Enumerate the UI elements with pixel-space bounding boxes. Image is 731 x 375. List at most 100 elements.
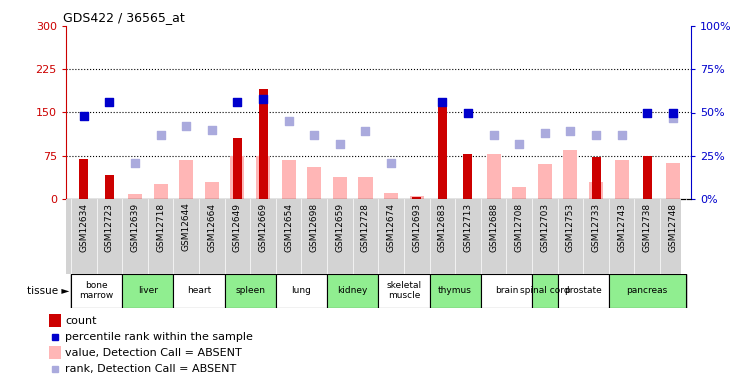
Bar [154, 184, 167, 199]
Bar [71, 274, 122, 308]
Point [283, 118, 295, 124]
Text: GSM12698: GSM12698 [310, 202, 319, 252]
Bar [438, 100, 447, 199]
Bar [609, 274, 686, 308]
Text: GSM12674: GSM12674 [387, 202, 395, 252]
Text: GSM12723: GSM12723 [105, 202, 114, 252]
Point [206, 127, 218, 133]
Point [488, 132, 499, 138]
Point [155, 132, 167, 138]
Bar [173, 274, 224, 308]
Bar [128, 194, 142, 199]
Text: bone
marrow: bone marrow [80, 281, 113, 300]
Bar [481, 274, 532, 308]
Text: rank, Detection Call = ABSENT: rank, Detection Call = ABSENT [65, 364, 237, 374]
Text: GSM12688: GSM12688 [489, 202, 498, 252]
Text: percentile rank within the sample: percentile rank within the sample [65, 332, 253, 342]
Bar [558, 274, 609, 308]
Bar [79, 159, 88, 199]
Point [104, 99, 115, 105]
Point [78, 113, 90, 119]
Text: thymus: thymus [438, 286, 472, 295]
Text: GSM12738: GSM12738 [643, 202, 652, 252]
Text: GSM12634: GSM12634 [79, 202, 88, 252]
Bar [430, 274, 481, 308]
Bar [666, 163, 680, 199]
Text: GSM12649: GSM12649 [233, 202, 242, 252]
Bar [281, 160, 295, 199]
Point [257, 96, 269, 102]
Text: kidney: kidney [338, 286, 368, 295]
Text: GSM12748: GSM12748 [668, 202, 678, 252]
Bar [591, 158, 600, 199]
Text: value, Detection Call = ABSENT: value, Detection Call = ABSENT [65, 348, 242, 358]
Bar [256, 156, 270, 199]
Bar [205, 182, 219, 199]
Text: prostate: prostate [564, 286, 602, 295]
Text: count: count [65, 316, 97, 326]
Point [590, 132, 602, 138]
Bar [327, 274, 379, 308]
Point [360, 129, 371, 135]
Bar [409, 196, 424, 199]
Bar [358, 177, 373, 199]
Point [436, 99, 448, 105]
Text: GSM12644: GSM12644 [182, 202, 191, 251]
Point [232, 99, 243, 105]
Point [667, 110, 678, 116]
Bar [615, 160, 629, 199]
Text: GSM12728: GSM12728 [361, 202, 370, 252]
Bar [379, 274, 430, 308]
Text: spleen: spleen [235, 286, 265, 295]
Point [385, 159, 397, 165]
Bar [49, 314, 61, 327]
Bar [532, 274, 558, 308]
Point [641, 110, 653, 116]
Text: brain: brain [495, 286, 518, 295]
Text: GSM12669: GSM12669 [259, 202, 268, 252]
Text: GSM12664: GSM12664 [208, 202, 216, 252]
Text: pancreas: pancreas [626, 286, 668, 295]
Bar [224, 274, 276, 308]
Bar [276, 274, 327, 308]
Point [513, 141, 525, 147]
Text: GSM12703: GSM12703 [540, 202, 549, 252]
Bar [179, 160, 193, 199]
Point [539, 130, 550, 136]
Text: spinal cord: spinal cord [520, 286, 569, 295]
Text: GSM12753: GSM12753 [566, 202, 575, 252]
Bar [643, 156, 652, 199]
Point [462, 110, 474, 116]
Bar [233, 138, 242, 199]
Point [129, 159, 141, 165]
Text: GSM12683: GSM12683 [438, 202, 447, 252]
Point [667, 115, 678, 121]
Bar [259, 90, 268, 199]
Point [334, 141, 346, 147]
Text: GSM12654: GSM12654 [284, 202, 293, 252]
Bar [230, 156, 244, 199]
Text: GSM12743: GSM12743 [617, 202, 626, 252]
Text: GSM12713: GSM12713 [463, 202, 472, 252]
Text: lung: lung [292, 286, 311, 295]
Text: GDS422 / 36565_at: GDS422 / 36565_at [63, 11, 184, 24]
Bar [564, 150, 577, 199]
Bar [122, 274, 173, 308]
Point [616, 132, 627, 138]
Text: GSM12659: GSM12659 [336, 202, 344, 252]
Bar [105, 175, 114, 199]
Text: GSM12693: GSM12693 [412, 202, 421, 252]
Text: GSM12733: GSM12733 [591, 202, 601, 252]
Text: heart: heart [187, 286, 211, 295]
Text: liver: liver [137, 286, 158, 295]
Text: skeletal
muscle: skeletal muscle [387, 281, 422, 300]
Text: tissue ►: tissue ► [27, 286, 69, 296]
Bar [538, 164, 552, 199]
Bar [463, 154, 472, 199]
Text: GSM12708: GSM12708 [515, 202, 523, 252]
Bar [333, 177, 347, 199]
Text: GSM12639: GSM12639 [130, 202, 140, 252]
Point [308, 132, 320, 138]
Bar [589, 182, 603, 199]
Point [564, 129, 576, 135]
